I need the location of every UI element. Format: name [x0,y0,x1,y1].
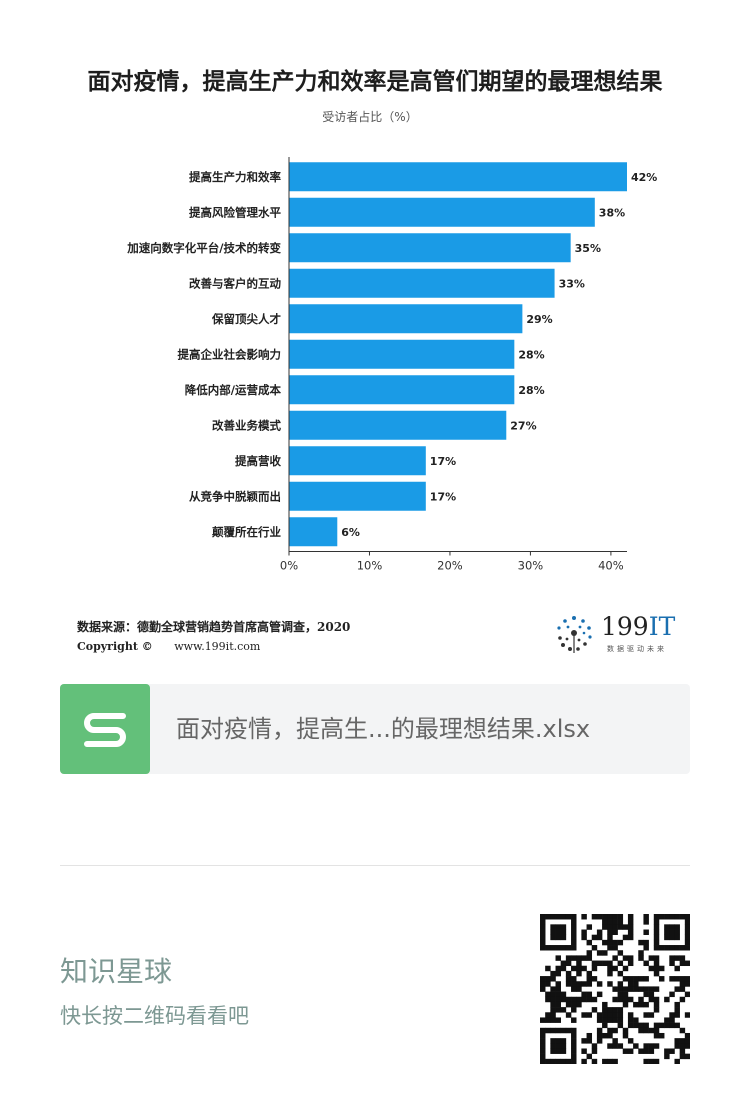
brand-name-it: IT [648,612,676,641]
value-label: 35% [575,242,601,255]
category-label: 提高风险管理水平 [189,205,281,219]
chart-subtitle: 受访者占比（%） [322,110,418,124]
file-name: 面对疫情，提高生...的最理想结果.xlsx [176,715,591,743]
dandelion-logo-icon [557,616,592,653]
bar [289,410,507,440]
value-label: 17% [430,490,456,503]
x-tick-label: 20% [437,559,463,573]
bar [289,304,523,334]
value-label: 6% [341,526,360,539]
bar [289,481,426,511]
bar [289,446,426,476]
value-label: 28% [518,348,544,361]
category-label: 保留顶尖人才 [211,312,281,326]
bar [289,517,338,547]
brand-logo: 199IT 数据驱动未来 [553,610,683,658]
category-label: 提高营收 [235,454,281,468]
brand-name: 199IT [601,612,675,641]
data-source: 数据来源：德勤全球营销趋势首席高管调查，2020 [77,620,351,634]
value-label: 27% [510,419,536,432]
x-tick-label: 40% [598,559,624,573]
category-label: 提高生产力和效率 [189,170,281,184]
value-label: 42% [631,171,657,184]
knowledge-planet-subtitle: 快长按二维码看看吧 [60,1004,249,1028]
bar [289,375,515,405]
chart-title: 面对疫情，提高生产力和效率是高管们期望的最理想结果 [87,69,663,95]
value-label: 33% [559,277,585,290]
bar [289,339,515,369]
value-label: 17% [430,455,456,468]
bar [289,233,571,263]
qr-code[interactable] [540,914,690,1064]
bar [289,162,627,192]
brand-name-number: 199 [601,612,649,641]
brand-tagline: 数据驱动未来 [607,645,667,653]
category-label: 降低内部/运营成本 [185,383,282,397]
bar-chart: 提高生产力和效率 42% 提高风险管理水平 38% 加速向数字化平台/技术的转变 35% 改… [126,157,657,573]
category-label: 改善与客户的互动 [189,276,281,290]
category-label: 加速向数字化平台/技术的转变 [126,241,281,255]
category-label: 从竞争中脱颖而出 [189,489,281,503]
x-tick-label: 0% [280,559,298,573]
spreadsheet-s-icon [60,684,150,774]
attachment-file-card[interactable]: 面对疫情，提高生...的最理想结果.xlsx [60,684,690,774]
bar [289,197,595,227]
category-label: 提高企业社会影响力 [178,347,282,361]
bar [289,268,555,298]
qr-modules [540,914,690,1064]
category-label: 颠覆所在行业 [211,525,281,539]
knowledge-planet-title: 知识星球 [60,955,173,988]
x-tick-label: 10% [357,559,383,573]
value-label: 28% [518,384,544,397]
category-label: 改善业务模式 [212,418,281,432]
copyright-row: Copyright © www.199it.com [77,640,260,653]
value-label: 38% [599,206,625,219]
value-label: 29% [526,313,552,326]
divider [60,865,690,866]
copyright-label: Copyright © [77,640,153,653]
x-tick-label: 30% [518,559,544,573]
copyright-url: www.199it.com [174,640,261,653]
